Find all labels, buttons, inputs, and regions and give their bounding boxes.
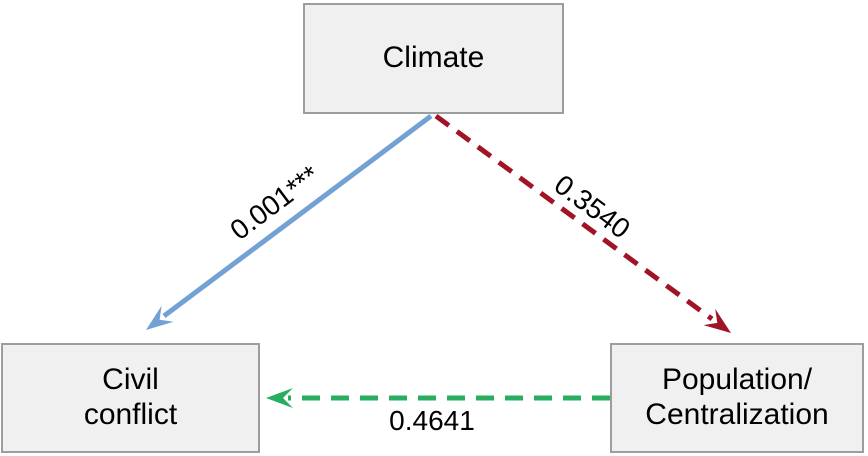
edge-climate-to-civil-conflict [146,113,433,330]
arrowhead-population-to-civil-conflict-icon [266,388,293,408]
node-population-centralization: Population/ Centralization [610,343,864,453]
edge-label-population-to-civil-conflict: 0.4641 [389,405,475,436]
edge-climate-to-population [434,113,731,333]
node-civil-conflict: Civil conflict [1,343,260,453]
edge-climate-to-population-line [434,113,714,322]
arrowhead-climate-to-population-icon [703,308,731,333]
node-climate: Climate [303,3,564,114]
node-climate-label: Climate [382,41,485,75]
node-civil-conflict-label: Civil conflict [83,363,178,431]
edge-population-to-civil-conflict [266,388,610,408]
arrowhead-climate-to-civil-conflict-icon [146,305,174,330]
edge-climate-to-civil-conflict-line [162,113,433,319]
node-population-centralization-label: Population/ Centralization [645,363,829,431]
